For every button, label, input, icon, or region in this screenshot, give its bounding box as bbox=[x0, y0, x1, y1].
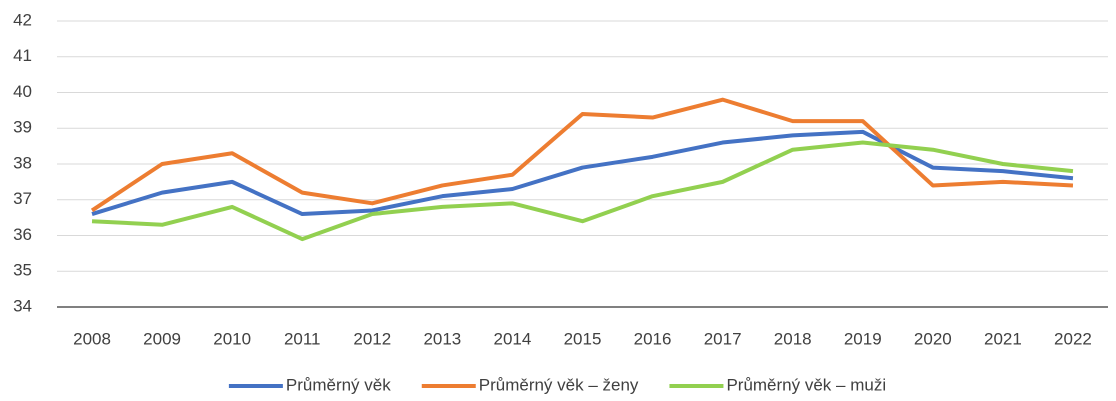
x-tick-label: 2017 bbox=[704, 329, 742, 348]
y-tick-label: 38 bbox=[13, 153, 32, 172]
legend-label: Průměrný věk bbox=[286, 375, 391, 394]
x-tick-label: 2010 bbox=[213, 329, 251, 348]
series-line bbox=[91, 140, 1074, 242]
x-tick-label: 2011 bbox=[284, 329, 321, 348]
x-tick-label: 2013 bbox=[423, 329, 461, 348]
y-tick-label: 40 bbox=[13, 82, 32, 101]
y-tick-label: 39 bbox=[13, 118, 32, 137]
y-tick-label: 34 bbox=[13, 296, 32, 315]
series-line bbox=[90, 97, 1074, 213]
x-tick-label: 2016 bbox=[634, 329, 672, 348]
legend-label: Průměrný věk – muži bbox=[726, 375, 886, 394]
x-tick-label: 2021 bbox=[984, 329, 1022, 348]
legend-item: Průměrný věk bbox=[228, 375, 391, 394]
legend-item: Průměrný věk – muži bbox=[669, 375, 886, 394]
y-tick-label: 41 bbox=[13, 46, 32, 65]
y-tick-label: 37 bbox=[13, 189, 32, 208]
x-tick-label: 2019 bbox=[844, 329, 882, 348]
y-tick-label: 36 bbox=[13, 225, 32, 244]
x-tick-label: 2018 bbox=[774, 329, 812, 348]
y-tick-label: 42 bbox=[13, 10, 32, 29]
y-tick-label: 35 bbox=[13, 261, 32, 280]
series-line bbox=[91, 129, 1074, 217]
legend-item: Průměrný věk – ženy bbox=[421, 375, 639, 394]
x-tick-label: 2014 bbox=[494, 329, 532, 348]
legend-label: Průměrný věk – ženy bbox=[479, 375, 639, 394]
x-tick-label: 2008 bbox=[73, 329, 111, 348]
x-tick-label: 2012 bbox=[353, 329, 391, 348]
x-tick-label: 2015 bbox=[564, 329, 602, 348]
x-tick-label: 2009 bbox=[143, 329, 181, 348]
x-tick-label: 2022 bbox=[1054, 329, 1092, 348]
x-tick-label: 2020 bbox=[914, 329, 952, 348]
